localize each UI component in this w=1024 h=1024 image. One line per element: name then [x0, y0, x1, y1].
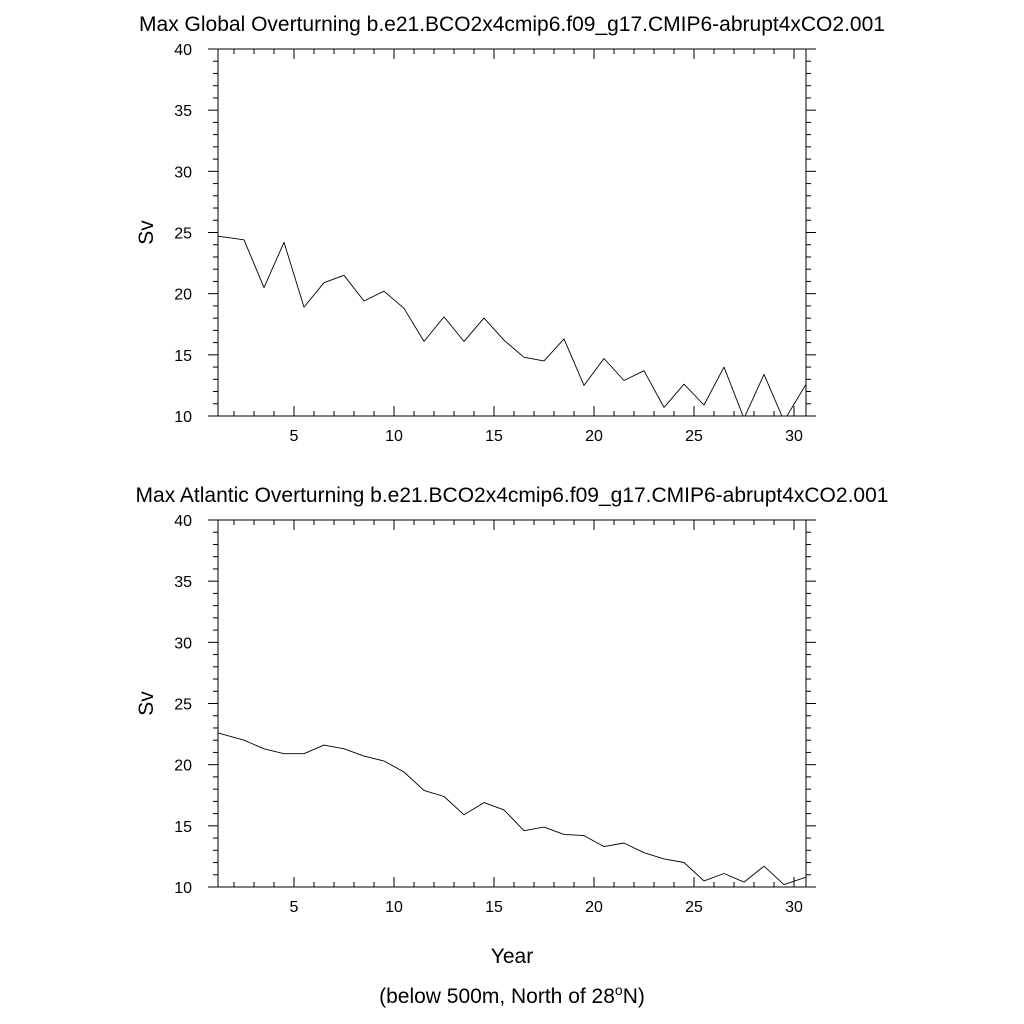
global-overturning-panel: Max Global Overturning b.e21.BCO2x4cmip6… [135, 13, 885, 445]
footnote-suffix: N) [623, 985, 645, 1008]
chart-1-y-tick-label: 20 [174, 758, 192, 775]
chart-1-x-tick-label: 10 [385, 899, 403, 916]
chart-1-x-tick-label: 30 [785, 899, 803, 916]
chart-0-series-line-0 [218, 235, 806, 416]
chart-1-x-tick-label: 5 [290, 899, 299, 916]
footnote: (below 500m, North of 28oN) [379, 982, 645, 1008]
chart-0-x-tick-label: 25 [685, 428, 703, 445]
chart-0-y-axis-label: Sv [135, 220, 158, 245]
chart-1-y-tick-label: 35 [174, 574, 192, 591]
chart-1-x-tick-label: 25 [685, 899, 703, 916]
chart-0-y-tick-label: 40 [174, 42, 192, 59]
chart-0-x-tick-label: 20 [585, 428, 603, 445]
chart-0-y-tick-label: 10 [174, 409, 192, 426]
chart-0-y-tick-label: 35 [174, 103, 192, 120]
chart-1-plot-frame [217, 519, 807, 888]
chart-0-y-tick-label: 25 [174, 226, 192, 243]
chart-1-y-tick-label: 40 [174, 513, 192, 530]
chart-0-x-tick-label: 10 [385, 428, 403, 445]
chart-1-y-axis-label: Sv [135, 691, 158, 716]
chart-1-x-axis-label: Year [491, 945, 533, 968]
chart-1-x-tick-label: 15 [485, 899, 503, 916]
chart-1-y-tick-label: 15 [174, 819, 192, 836]
chart-1-series-line-0 [218, 732, 806, 886]
chart-0-x-tick-label: 5 [290, 428, 299, 445]
chart-0-y-tick-label: 15 [174, 348, 192, 365]
chart-1-y-tick-label: 30 [174, 635, 192, 652]
chart-1-x-tick-label: 20 [585, 899, 603, 916]
footnote-prefix: (below 500m, North of 28 [379, 985, 615, 1008]
chart-0-y-tick-label: 30 [174, 164, 192, 181]
chart-1-y-tick-label: 10 [174, 880, 192, 897]
chart-0-title: Max Global Overturning b.e21.BCO2x4cmip6… [139, 13, 885, 36]
chart-0-x-tick-label: 30 [785, 428, 803, 445]
chart-0-x-tick-label: 15 [485, 428, 503, 445]
chart-1-y-tick-label: 25 [174, 697, 192, 714]
chart-0-y-tick-label: 20 [174, 287, 192, 304]
chart-1-title: Max Atlantic Overturning b.e21.BCO2x4cmi… [136, 484, 889, 507]
chart-0-plot-frame [217, 48, 807, 417]
footnote-superscript: o [615, 982, 623, 998]
atlantic-overturning-panel: Max Atlantic Overturning b.e21.BCO2x4cmi… [135, 484, 888, 968]
